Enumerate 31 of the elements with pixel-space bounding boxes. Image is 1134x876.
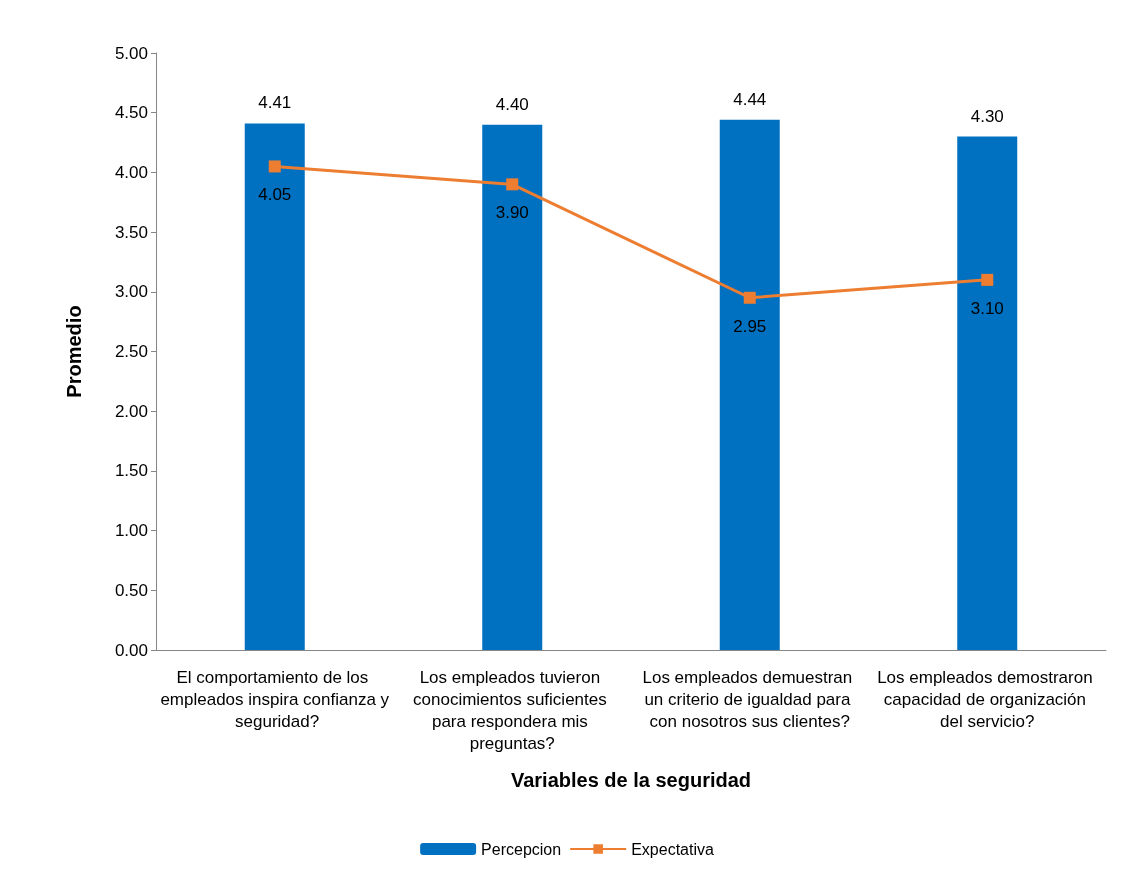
y-tick-label: 4.00 xyxy=(114,162,148,182)
x-tick-label: Los empleados demostraron capacidad de organización del servicio? xyxy=(877,667,1098,731)
x-tick-label: Los empleados tuvieron conocimientos suficientes para respondera mis preguntas? xyxy=(413,667,612,753)
y-tick-label: 0.50 xyxy=(114,580,148,600)
data-label: 4.44 xyxy=(733,89,767,109)
data-label: 4.05 xyxy=(258,185,292,205)
legend-label: Percepcion xyxy=(481,840,562,858)
y-tick-label: 5.00 xyxy=(114,43,148,63)
data-label: 4.41 xyxy=(258,93,292,113)
y-tick-label: 0.00 xyxy=(114,640,148,660)
point xyxy=(506,178,519,191)
data-label: 4.30 xyxy=(970,106,1004,126)
point xyxy=(743,291,756,304)
y-tick-label: 2.00 xyxy=(114,401,148,421)
point xyxy=(981,273,994,286)
y-axis-title: Promedio xyxy=(63,305,85,398)
y-tick-label: 1.50 xyxy=(114,461,148,481)
y-tick-label: 4.50 xyxy=(114,103,148,123)
data-label: 4.40 xyxy=(495,94,529,114)
y-tick-label: 3.00 xyxy=(114,282,148,302)
y-tick-label: 2.50 xyxy=(114,342,148,361)
x-axis-title: Variables de la seguridad xyxy=(510,769,752,791)
x-tick-label: El comportamiento de los empleados inspira confianza y seguridad? xyxy=(160,667,390,731)
data-label: 3.10 xyxy=(970,298,1004,318)
data-label: 2.95 xyxy=(733,316,767,336)
point xyxy=(268,160,281,173)
legend-label: Expectativa xyxy=(631,840,714,858)
y-tick-label: 1.00 xyxy=(114,521,148,541)
data-label: 3.90 xyxy=(495,203,529,223)
x-tick-label: Los empleados demuestran un criterio de igualdad para con nosotros sus clientes? xyxy=(642,667,858,731)
y-tick-label: 3.50 xyxy=(114,222,148,242)
